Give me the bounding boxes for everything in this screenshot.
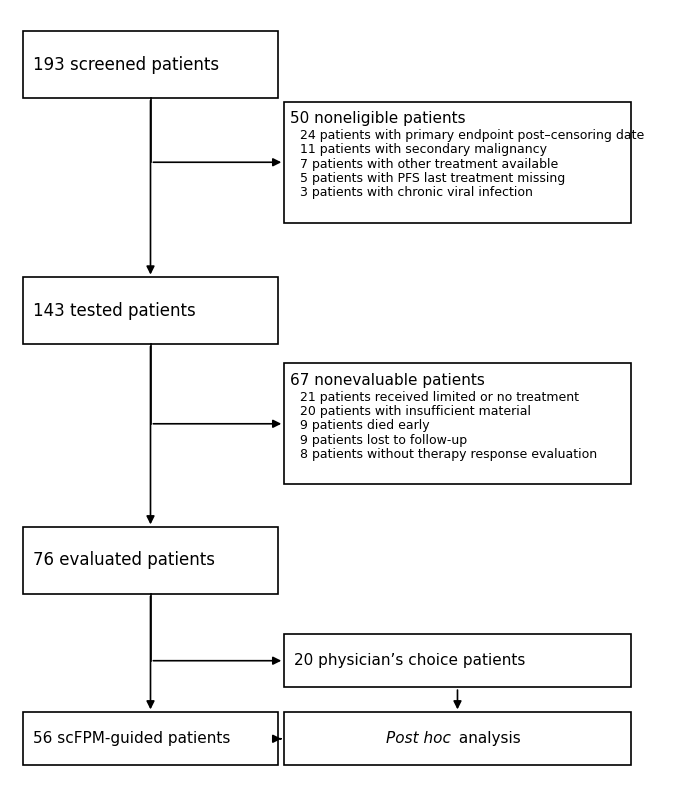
Text: 20 patients with insufficient material: 20 patients with insufficient material	[300, 405, 531, 418]
Text: 50 noneligible patients: 50 noneligible patients	[291, 111, 466, 126]
Text: 143 tested patients: 143 tested patients	[33, 301, 196, 320]
Text: 5 patients with PFS last treatment missing: 5 patients with PFS last treatment missi…	[300, 172, 565, 185]
FancyBboxPatch shape	[23, 278, 278, 344]
FancyBboxPatch shape	[23, 32, 278, 98]
Text: 67 nonevaluable patients: 67 nonevaluable patients	[291, 373, 485, 388]
Text: 24 patients with primary endpoint post–censoring date: 24 patients with primary endpoint post–c…	[300, 129, 644, 142]
Text: 20 physician’s choice patients: 20 physician’s choice patients	[294, 653, 525, 668]
Text: 11 patients with secondary malignancy: 11 patients with secondary malignancy	[300, 144, 547, 156]
Text: 7 patients with other treatment available: 7 patients with other treatment availabl…	[300, 158, 559, 170]
FancyBboxPatch shape	[284, 363, 631, 484]
Text: 21 patients received limited or no treatment: 21 patients received limited or no treat…	[300, 391, 579, 404]
FancyBboxPatch shape	[284, 634, 631, 687]
Text: 9 patients died early: 9 patients died early	[300, 419, 430, 432]
Text: 56 scFPM-guided patients: 56 scFPM-guided patients	[33, 731, 230, 746]
Text: 193 screened patients: 193 screened patients	[33, 56, 219, 73]
FancyBboxPatch shape	[284, 102, 631, 222]
FancyBboxPatch shape	[23, 712, 278, 765]
FancyBboxPatch shape	[284, 712, 631, 765]
Text: 3 patients with chronic viral infection: 3 patients with chronic viral infection	[300, 186, 533, 200]
Text: analysis: analysis	[454, 731, 521, 746]
FancyBboxPatch shape	[23, 527, 278, 593]
Text: 9 patients lost to follow-up: 9 patients lost to follow-up	[300, 434, 467, 447]
Text: Post hoc: Post hoc	[387, 731, 451, 746]
Text: 8 patients without therapy response evaluation: 8 patients without therapy response eval…	[300, 448, 597, 461]
Text: 76 evaluated patients: 76 evaluated patients	[33, 552, 215, 570]
